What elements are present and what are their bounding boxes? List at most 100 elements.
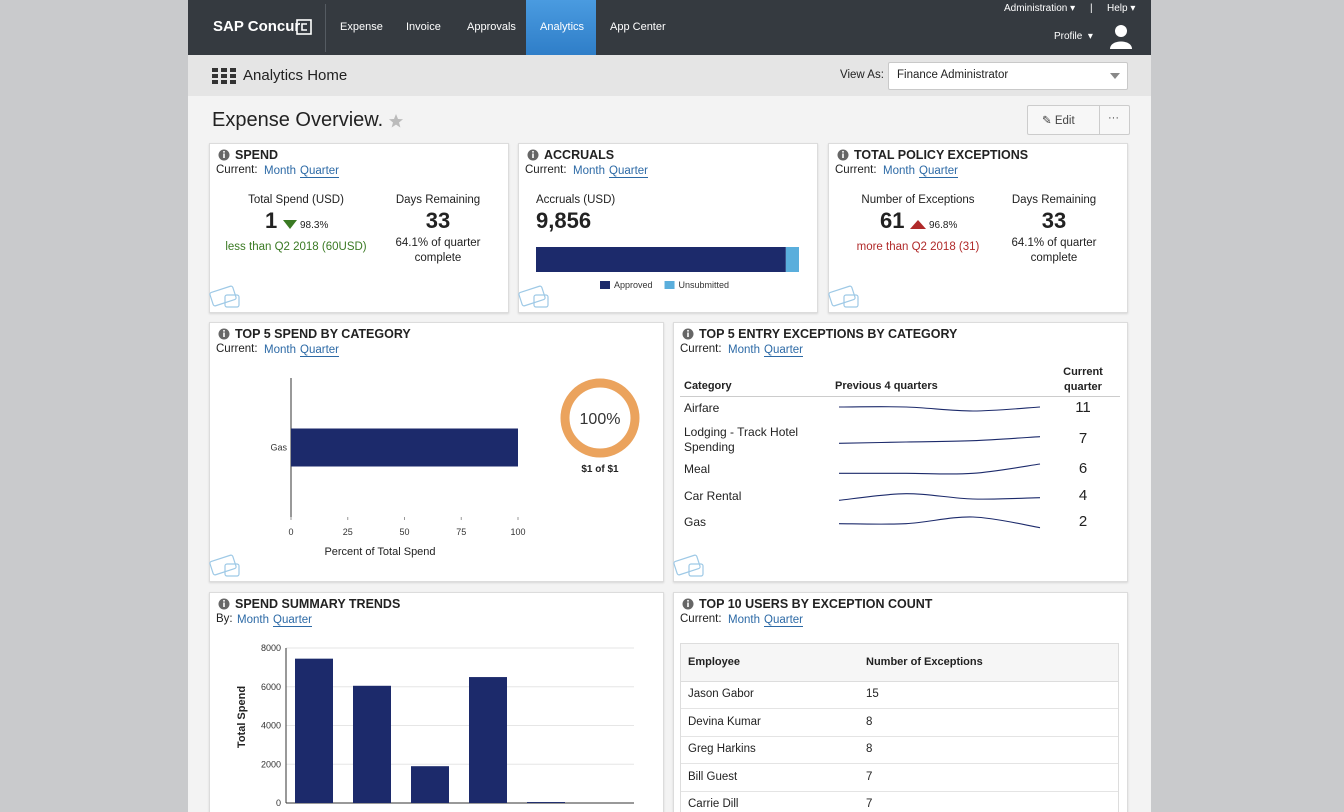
period-label: Current:	[216, 343, 258, 355]
sparkline	[838, 406, 1041, 412]
edit-button[interactable]: ✎ Edit	[1042, 115, 1075, 127]
bar	[411, 766, 449, 803]
active-tab	[526, 0, 596, 55]
period-quarter[interactable]: Quarter	[764, 344, 803, 357]
more-button[interactable]: ···	[1108, 112, 1119, 124]
category-label: Airfare	[684, 401, 720, 415]
period-month[interactable]: Month	[264, 344, 296, 356]
row-rule	[681, 708, 1118, 709]
card-title: TOP 5 SPEND BY CATEGORY	[235, 327, 411, 341]
users-table	[680, 643, 1119, 812]
period-quarter[interactable]: Quarter	[300, 344, 339, 357]
nav-item[interactable]: Analytics	[540, 21, 585, 33]
period-quarter[interactable]: Quarter	[764, 614, 803, 627]
spend-comparison: less than Q2 2018 (60USD)	[225, 241, 367, 253]
current-value: 4	[1078, 487, 1088, 504]
info-dot	[687, 330, 689, 332]
info-mark	[223, 332, 225, 337]
profile-menu[interactable]: Profile ▾	[1054, 31, 1093, 42]
bar-segment	[785, 247, 799, 272]
total-spend: 1	[265, 208, 278, 233]
icon-wallet	[533, 294, 549, 308]
period-quarter[interactable]: Quarter	[919, 165, 958, 178]
info-mark	[687, 602, 689, 607]
nav-item[interactable]: Invoice	[406, 21, 441, 33]
x-tick-label: 50	[399, 527, 409, 537]
edit-label: Edit	[1054, 115, 1075, 127]
card-title: SPEND	[235, 148, 279, 162]
column-header: Employee	[688, 656, 740, 668]
card-title: ACCRUALS	[544, 148, 615, 162]
exceptions-change: 96.8%	[929, 220, 958, 231]
category-label: Car Rental	[684, 489, 742, 503]
current-value: 6	[1078, 460, 1088, 477]
days-note: 64.1% of quarter complete	[1011, 237, 1097, 264]
card-title: SPEND SUMMARY TRENDS	[235, 597, 401, 611]
info-icon	[682, 598, 694, 610]
period-quarter[interactable]: Quarter	[273, 614, 312, 627]
card-icon	[673, 554, 704, 577]
days-remaining: 33	[425, 208, 451, 233]
y-tick-label: Gas	[270, 443, 287, 453]
category-label: Lodging - Track Hotel Spending	[684, 425, 799, 454]
accruals-total: 9,856	[536, 208, 592, 233]
exception-count: 7	[866, 770, 873, 783]
icon-wallet	[224, 294, 240, 308]
card-title: TOTAL POLICY EXCEPTIONS	[854, 148, 1029, 162]
favorite-star[interactable]	[389, 114, 403, 128]
users-table-header	[681, 644, 1118, 682]
card-icon	[209, 285, 240, 308]
apps-icon[interactable]	[212, 68, 236, 84]
select-caret	[1110, 73, 1120, 79]
bar	[527, 802, 565, 803]
up-arrow	[910, 220, 926, 229]
sparkline	[838, 436, 1041, 444]
column-header: Number of Exceptions	[866, 656, 983, 668]
header-rule	[680, 396, 1120, 397]
period-quarter[interactable]: Quarter	[300, 165, 339, 178]
y-axis-label: Total Spend	[236, 686, 248, 748]
brand[interactable]: SAP Concur	[213, 18, 301, 35]
icon-card	[673, 554, 701, 576]
info-mark	[532, 153, 534, 158]
current-value: 11	[1075, 399, 1091, 416]
x-tick-label: 100	[510, 527, 525, 537]
column-header: Current quarter	[1063, 366, 1103, 393]
period-month[interactable]: Month	[883, 165, 915, 177]
employee-name: Devina Kumar	[688, 715, 761, 728]
period-label: Current:	[216, 164, 258, 176]
period-month[interactable]: Month	[237, 614, 269, 626]
info-dot	[223, 151, 225, 153]
x-tick-label: 0	[288, 527, 293, 537]
info-icon	[527, 149, 539, 161]
period-month[interactable]: Month	[728, 614, 760, 626]
icon-wallet	[843, 294, 859, 308]
help-menu[interactable]: Help ▾	[1107, 3, 1136, 14]
info-mark	[223, 602, 225, 607]
nav-item[interactable]: Expense	[340, 21, 383, 33]
period-month[interactable]: Month	[728, 344, 760, 356]
icon-card	[828, 285, 856, 307]
role-value: Finance Administrator	[897, 69, 1009, 81]
avatar[interactable]	[1109, 23, 1133, 49]
nav-item[interactable]: App Center	[610, 21, 666, 33]
period-month[interactable]: Month	[573, 165, 605, 177]
row-rule	[681, 735, 1118, 737]
nav-item[interactable]: Approvals	[467, 21, 516, 33]
info-mark	[687, 332, 689, 337]
legend-label: Approved	[614, 280, 653, 290]
exception-count: 15	[866, 688, 879, 700]
period-label: By:	[216, 613, 233, 625]
row-rule	[681, 763, 1118, 764]
period-quarter[interactable]: Quarter	[609, 165, 648, 178]
total-spend-label: Total Spend (USD)	[248, 194, 344, 206]
admin-menu[interactable]: Administration ▾	[1004, 3, 1076, 14]
period-month[interactable]: Month	[264, 165, 296, 177]
spend-card	[209, 143, 509, 313]
role-select[interactable]	[888, 62, 1128, 90]
info-icon	[218, 598, 230, 610]
exception-count: 8	[866, 715, 873, 728]
info-icon	[837, 149, 849, 161]
